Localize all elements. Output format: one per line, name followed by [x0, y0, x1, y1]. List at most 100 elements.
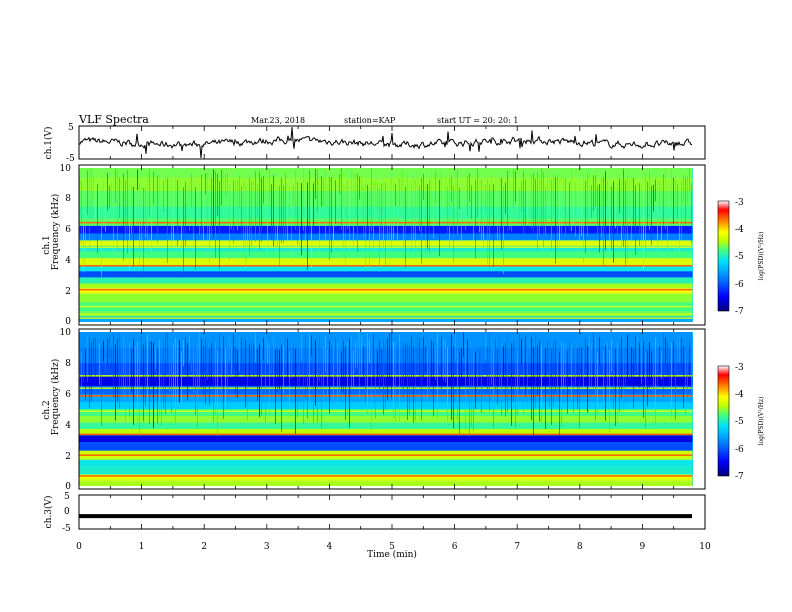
spectrogram-streak	[113, 177, 114, 261]
spectrogram-streak	[483, 339, 484, 362]
spectrogram-streak	[665, 337, 666, 364]
spectrogram-streak	[439, 180, 440, 256]
spectrogram-streak	[443, 339, 444, 381]
spectrogram-streak	[453, 345, 454, 429]
spectrogram-streak	[333, 346, 334, 408]
spectrogram-streak	[357, 333, 358, 369]
spectrogram-streak	[335, 180, 336, 225]
ch2-colorbar-label: log(PSD)(V²/Hz)	[758, 397, 765, 446]
narrowband-line	[79, 475, 693, 477]
spectrogram-streak	[635, 335, 636, 364]
spectrogram-streak	[313, 336, 314, 423]
spectrogram-streak	[291, 180, 292, 261]
spectrogram-streak	[393, 174, 394, 240]
spectrogram-band	[79, 271, 693, 278]
spectrogram-streak	[689, 340, 690, 388]
spectrogram-streak	[599, 337, 600, 365]
spectrogram-streak	[185, 337, 186, 370]
spectrogram-band	[79, 316, 693, 322]
spectrogram-streak	[659, 345, 660, 371]
spectrogram-streak	[123, 173, 124, 261]
spectrogram-streak	[119, 177, 120, 219]
spectrogram-streak	[463, 332, 464, 357]
spectrogram-band	[79, 233, 693, 241]
spectrogram-streak	[675, 178, 676, 213]
spectrogram-streak	[147, 334, 148, 402]
spectrogram-streak	[635, 185, 636, 255]
spectrogram-streak	[237, 350, 238, 399]
spectrogram-streak	[403, 341, 404, 397]
spectrogram-band	[79, 458, 693, 466]
ch1-spectrogram-panel: 0 2 4 6 8 10 ch.1 Frequency (kHz)	[42, 164, 706, 327]
spectrogram-streak	[375, 181, 376, 204]
spectrogram-streak	[583, 173, 584, 263]
spectrogram-streak	[289, 351, 290, 406]
spectrogram-streak	[303, 340, 304, 424]
spectrogram-streak	[123, 335, 124, 399]
spectrogram-streak	[645, 173, 646, 252]
spectrogram-streak	[611, 339, 612, 373]
spectrogram-streak	[393, 341, 394, 419]
spectrogram-band	[79, 480, 693, 486]
spectrogram-streak	[559, 351, 560, 435]
spectrogram-streak	[465, 181, 466, 231]
spectrogram-streak	[243, 180, 244, 258]
spectrogram-streak	[251, 342, 252, 365]
spectrogram-streak	[223, 168, 224, 223]
spectrogram-streak	[255, 171, 256, 242]
spectrogram-streak	[431, 172, 432, 212]
spectrogram-streak	[331, 176, 332, 253]
ch2-ytick-6: 6	[65, 390, 71, 400]
spectrogram-streak	[155, 347, 156, 370]
xtick-10: 10	[699, 542, 711, 552]
spectrogram-streak	[557, 173, 558, 253]
spectrogram-streak	[281, 177, 282, 244]
spectrogram-streak	[535, 334, 536, 409]
spectrogram-streak	[677, 342, 678, 363]
spectrogram-streak	[637, 336, 638, 372]
spectrogram-streak	[241, 185, 242, 241]
spectrogram-streak	[517, 349, 518, 415]
xtick-7: 7	[514, 542, 520, 552]
spectrogram-streak	[453, 185, 454, 263]
spectrogram-streak	[337, 343, 338, 404]
ch2-colorbar-tick-m7: -7	[735, 472, 744, 482]
spectrogram-streak	[641, 339, 642, 384]
spectrogram-streak	[505, 342, 506, 417]
spectrogram-streak	[661, 350, 662, 379]
xtick-5: 5	[389, 542, 395, 552]
spectrogram-streak	[83, 186, 84, 273]
spectrogram-streak	[249, 177, 250, 256]
spectrogram-streak	[383, 339, 384, 415]
spectrogram-streak	[441, 336, 442, 390]
spectrogram-streak	[613, 181, 614, 263]
spectrogram-streak	[197, 171, 198, 225]
spectrogram-streak	[679, 168, 680, 252]
spectrogram-band	[79, 168, 693, 178]
spectrogram-streak	[203, 168, 204, 242]
spectrogram-band	[79, 240, 693, 246]
spectrogram-streak	[301, 183, 302, 256]
spectrogram-streak	[631, 346, 632, 380]
spectrogram-streak	[99, 343, 100, 385]
spectrogram-streak	[451, 176, 452, 203]
spectrogram-streak	[433, 185, 434, 239]
spectrogram-streak	[283, 346, 284, 394]
spectrogram-streak	[207, 340, 208, 381]
spectrogram-streak	[431, 340, 432, 377]
spectrogram-streak	[419, 338, 420, 388]
spectrogram-streak	[177, 342, 178, 401]
spectrogram-streak	[625, 350, 626, 403]
spectrogram-streak	[391, 332, 392, 399]
spectrogram-streak	[325, 170, 326, 241]
spectrogram-streak	[111, 182, 112, 203]
spectrogram-streak	[205, 173, 206, 195]
spectrogram-streak	[503, 346, 504, 383]
spectrogram-streak	[657, 174, 658, 252]
spectrogram-streak	[529, 174, 530, 202]
spectrogram-streak	[467, 175, 468, 217]
spectrogram-streak	[441, 172, 442, 198]
spectrogram-streak	[405, 186, 406, 269]
spectrogram-streak	[411, 183, 412, 253]
spectrogram-streak	[137, 341, 138, 426]
